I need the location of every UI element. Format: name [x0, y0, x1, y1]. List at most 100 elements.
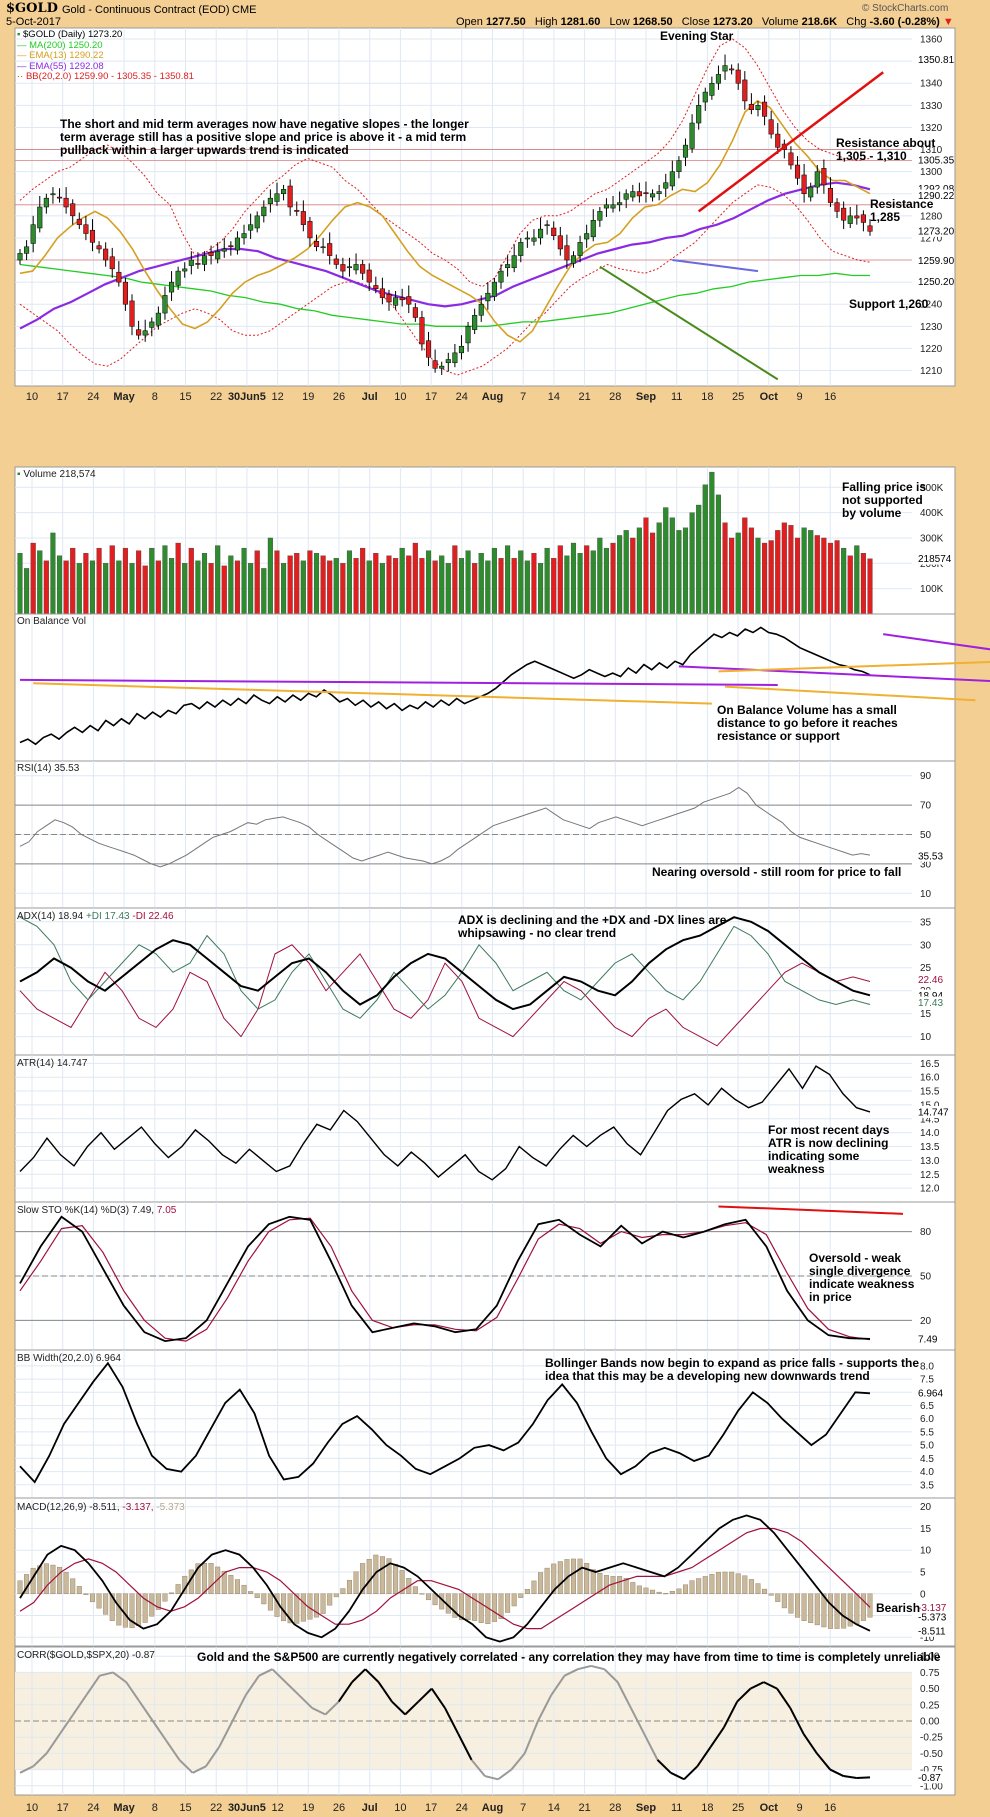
candle-body: [50, 193, 56, 196]
adx-panel: [14, 907, 956, 1056]
candle-body: [854, 215, 860, 219]
macd-hist-bar: [300, 1593, 306, 1622]
volume-bar: [287, 555, 293, 615]
volume-bar: [195, 560, 201, 615]
chg-value: -3.60 (-0.28%): [869, 16, 940, 28]
candle-body: [814, 171, 820, 188]
stockcharts-credit: © StockCharts.com: [862, 3, 949, 14]
tag-close-box: [914, 224, 953, 237]
volume-bar: [603, 547, 609, 615]
corr-line-segment: [19, 1765, 34, 1774]
macd-hist-bar: [491, 1593, 497, 1622]
volume-bar: [432, 560, 438, 615]
macd-hist-bar: [669, 1591, 675, 1594]
mdi-line: [19, 944, 871, 1047]
macd-hist-bar: [109, 1593, 115, 1621]
macd-hist-bar: [452, 1593, 458, 1618]
tag-pdi-box: [914, 996, 953, 1009]
candle-body: [821, 168, 827, 186]
volume-bar: [643, 517, 649, 615]
xtick-top-13: 17: [425, 391, 437, 403]
macd-hist-bar: [801, 1593, 807, 1621]
volume-bar: [201, 553, 208, 615]
sto-d-title-text: 7.05: [156, 1205, 177, 1216]
sto-d-line: [19, 1217, 871, 1342]
volume-bar: [577, 553, 583, 615]
volume-bar: [590, 550, 596, 615]
volume-bar: [274, 550, 280, 615]
adx-ytick-5: 35: [920, 917, 932, 928]
macd-ytick-6: 20: [920, 1502, 932, 1513]
corr-line-segment: [537, 1694, 553, 1722]
macd-hist-bar: [551, 1563, 557, 1594]
candle-body: [847, 215, 853, 224]
obv-support-c: [724, 685, 976, 702]
volume-bar: [234, 560, 240, 615]
tag-rsi-box: [914, 849, 953, 862]
macd-hist-bar: [63, 1572, 69, 1594]
price-ytick-3: 1240: [920, 300, 943, 311]
candle-body: [472, 315, 478, 330]
price-ytick-7: 1280: [920, 211, 943, 222]
corr-line-segment: [298, 1694, 313, 1709]
volume-bar: [89, 560, 96, 615]
candle-body: [617, 202, 623, 206]
tag-bbw-box: [914, 1387, 953, 1400]
macd-hist-bar: [327, 1593, 333, 1606]
corr-line-segment: [843, 1775, 857, 1779]
macd-hist-bar: [83, 1593, 89, 1595]
bbw-ytick-5: 6.0: [920, 1414, 934, 1425]
volume-bar: [775, 530, 781, 615]
volume-bar: [366, 560, 372, 615]
macd-hist-bar: [775, 1593, 781, 1602]
volume-bar: [452, 545, 458, 615]
macd-hist-bar: [590, 1569, 596, 1594]
candle-body: [393, 297, 399, 306]
candle-body: [801, 174, 807, 194]
volume-bar: [478, 553, 484, 615]
macd-hist-bar: [683, 1584, 689, 1594]
macd-hist-bar: [603, 1575, 609, 1594]
candle-body: [834, 202, 840, 212]
annotation-sto: Oversold - weak single divergence indica…: [809, 1251, 915, 1304]
candle-body: [103, 248, 109, 261]
xtick-bottom-13: 17: [425, 1802, 437, 1814]
volume-bar: [696, 504, 702, 615]
candle-body: [419, 317, 425, 345]
tag-ma200-box: [914, 275, 953, 288]
macd-hist-bar: [261, 1593, 267, 1605]
xtick-bottom-8: 12: [271, 1802, 283, 1814]
candle-body: [17, 253, 23, 261]
macd-hist-bar: [208, 1563, 214, 1594]
candle-body: [650, 193, 656, 198]
volume-bar: [847, 555, 853, 615]
macd-hist-bar: [175, 1584, 181, 1594]
macd-hist-bar: [379, 1556, 385, 1594]
rsi-line: [19, 786, 871, 868]
rsi-panel-title: RSI(14) 35.53: [17, 763, 80, 774]
macd-hist-bar: [538, 1572, 544, 1594]
candle-body: [24, 246, 30, 254]
tag-bb-upper-box: [914, 53, 953, 66]
corr-line-segment: [244, 1675, 260, 1696]
candle-body: [689, 122, 695, 149]
macd-hist-bar: [715, 1572, 721, 1594]
obv-resistance-mid: [678, 665, 990, 682]
price-ytick-12: 1330: [920, 101, 943, 112]
corr-ytick-3: -0.25: [920, 1733, 943, 1744]
macd-hist-bar: [96, 1593, 102, 1609]
candle-body: [729, 68, 735, 71]
volume-bar: [669, 517, 675, 615]
macd-hist-bar: [518, 1593, 524, 1598]
macd-hist-bar: [333, 1593, 339, 1598]
candle-body: [76, 218, 82, 225]
candle-body: [149, 321, 155, 328]
macd-ytick-3: 5: [920, 1568, 926, 1579]
trendline-blue: [672, 259, 759, 273]
volume-bar: [458, 558, 465, 615]
volume-bar: [175, 542, 181, 615]
rsi-ytick-4: 90: [920, 771, 932, 782]
volume-bar: [472, 563, 478, 615]
macd-hist-bar: [584, 1563, 590, 1594]
corr-line-segment: [577, 1664, 592, 1671]
